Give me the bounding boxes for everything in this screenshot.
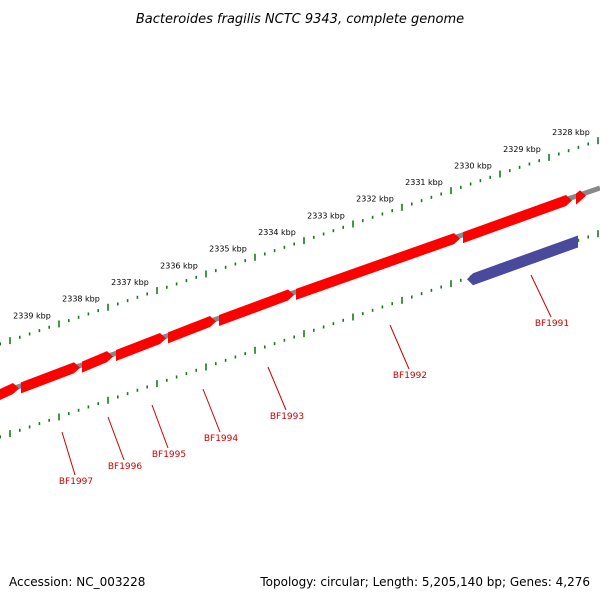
gene-callout-line — [151, 404, 169, 449]
gene-callout-line — [530, 274, 552, 318]
scale-label: 2337 kbp — [111, 278, 149, 287]
gene-BF1993 — [219, 289, 294, 327]
outer-tick-ring — [0, 137, 599, 346]
scale-label: 2335 kbp — [209, 245, 247, 254]
gene-fragment — [0, 383, 19, 401]
scale-label: 2334 kbp — [258, 228, 296, 237]
gene-BF1991 — [467, 235, 578, 286]
gene-BF1992 — [296, 233, 460, 300]
scale-labels: 2328 kbp 2329 kbp 2330 kbp 2331 kbp 2332 kbp… — [13, 128, 590, 320]
scale-label: 2328 kbp — [552, 128, 590, 137]
gene-label: BF1993 — [270, 412, 304, 422]
gene-BF1995 — [116, 333, 166, 362]
gene-label: BF1994 — [204, 434, 239, 444]
gene-labels: BF1997 BF1996 BF1995 BF1994 BF1993 BF1992 BF19… — [59, 274, 569, 487]
scale-label: 2338 kbp — [62, 295, 100, 304]
gene-callout-line — [267, 366, 287, 411]
gene-label: BF1997 — [59, 477, 93, 487]
genome-summary-text: Topology: circular; Length: 5,205,140 bp… — [259, 575, 590, 589]
scale-label: 2329 kbp — [503, 145, 541, 154]
gene-callout-line — [202, 388, 221, 433]
gene-callout-line — [389, 324, 410, 370]
gene-callout-line — [61, 431, 76, 476]
gene-glyphs — [0, 190, 586, 401]
scale-label: 2330 kbp — [454, 161, 492, 170]
gene-label: BF1995 — [152, 450, 186, 460]
gene-upstream — [463, 195, 572, 244]
gene-BF1994 — [168, 316, 216, 344]
scale-label: 2333 kbp — [307, 211, 345, 220]
scale-label: 2332 kbp — [356, 195, 394, 204]
gene-label: BF1996 — [108, 462, 143, 472]
gene-BF1996 — [82, 351, 113, 373]
gene-callout-line — [107, 416, 125, 461]
gene-label: BF1991 — [535, 319, 569, 329]
gene-label: BF1992 — [393, 371, 427, 381]
map-title: Bacteroides fragilis NCTC 9343, complete… — [136, 12, 464, 27]
accession-text: Accession: NC_003228 — [9, 575, 145, 589]
scale-label: 2336 kbp — [160, 261, 198, 270]
scale-label: 2331 kbp — [405, 178, 443, 187]
gene-fragment-right — [576, 190, 586, 205]
scale-label: 2339 kbp — [13, 311, 51, 320]
gene-BF1997 — [21, 362, 80, 394]
